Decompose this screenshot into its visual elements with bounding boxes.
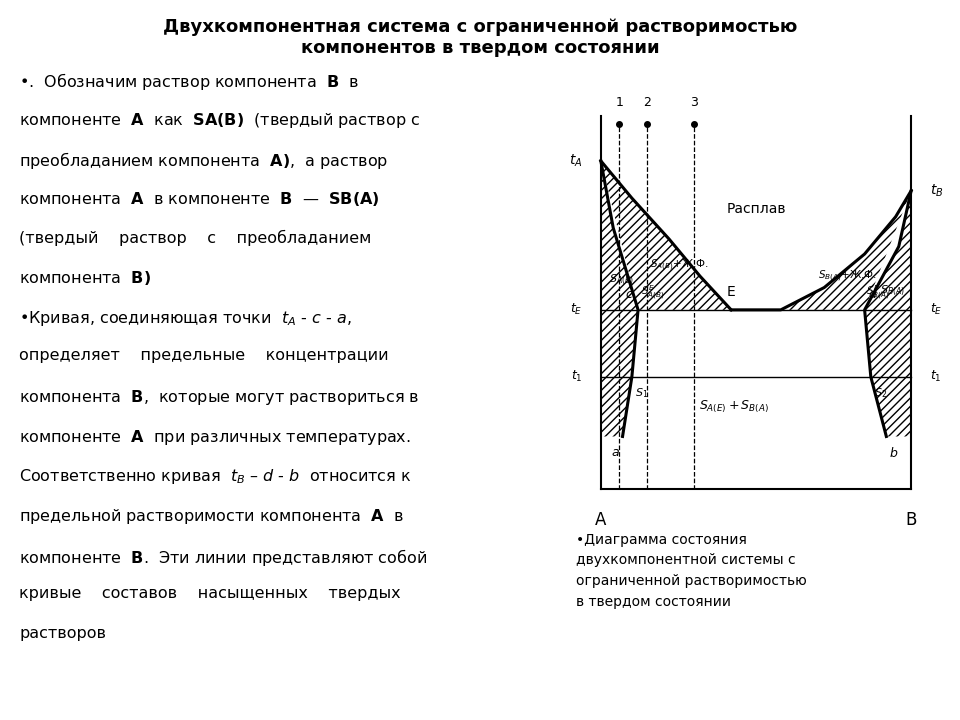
Text: A: A <box>595 511 607 529</box>
Text: Соответственно кривая  $\it{t_B}$ – $\it{d}$ - $\it{b}$  относится к: Соответственно кривая $\it{t_B}$ – $\it{… <box>19 467 412 486</box>
Text: компоненте  $\bf{A}$  при различных температурах.: компоненте $\bf{A}$ при различных темпер… <box>19 428 411 446</box>
Text: $S_{B(A)}$: $S_{B(A)}$ <box>880 284 905 298</box>
Text: $t_A$: $t_A$ <box>568 153 582 169</box>
Text: компоненте  $\bf{A}$  как  $\bf{SA(B)}$  (твердый раствор с: компоненте $\bf{A}$ как $\bf{SA(B)}$ (тв… <box>19 111 420 130</box>
Text: компоненте  $\bf{B}$.  Эти линии представляют собой: компоненте $\bf{B}$. Эти линии представл… <box>19 546 427 567</box>
Text: предельной растворимости компонента  $\bf{A}$  в: предельной растворимости компонента $\bf… <box>19 507 404 526</box>
Text: $t_1$: $t_1$ <box>570 369 582 384</box>
Text: $S_{B(A)}$+Ж.Ф.: $S_{B(A)}$+Ж.Ф. <box>818 269 876 284</box>
Text: компонента  $\bf{B)}$: компонента $\bf{B)}$ <box>19 269 151 287</box>
Text: $S_1$: $S_1$ <box>635 386 648 400</box>
Text: $c$: $c$ <box>625 287 634 300</box>
Text: $a$: $a$ <box>611 446 619 459</box>
Text: 1: 1 <box>615 96 623 109</box>
Text: 3: 3 <box>690 96 698 109</box>
Text: $t_E$: $t_E$ <box>570 302 582 318</box>
Text: $S^E_{B(A)}$: $S^E_{B(A)}$ <box>866 284 890 302</box>
Text: 2: 2 <box>643 96 651 109</box>
Text: $t_E$: $t_E$ <box>930 302 942 318</box>
Text: (твердый    раствор    с    преобладанием: (твердый раствор с преобладанием <box>19 230 372 246</box>
Text: •Диаграмма состояния
двухкомпонентной системы с
ограниченной растворимостью
в тв: •Диаграмма состояния двухкомпонентной си… <box>576 533 806 608</box>
Text: компонента  $\bf{A}$  в компоненте  $\bf{B}$  —  $\bf{SB(A)}$: компонента $\bf{A}$ в компоненте $\bf{B}… <box>19 190 380 208</box>
Text: •.  Обозначим раствор компонента  $\bf{B}$  в: •. Обозначим раствор компонента $\bf{B}$… <box>19 71 359 92</box>
Text: $S_{A(B)}$+Ж.Ф.: $S_{A(B)}$+Ж.Ф. <box>651 258 709 273</box>
Text: •Кривая, соединяющая точки  $\it{t_A}$ - $\it{c}$ - $\it{a}$,: •Кривая, соединяющая точки $\it{t_A}$ - … <box>19 309 351 328</box>
Polygon shape <box>732 191 911 310</box>
Text: растворов: растворов <box>19 626 107 641</box>
Text: $S^E_{A(B)}$: $S^E_{A(B)}$ <box>641 284 664 302</box>
Text: B: B <box>905 511 917 529</box>
Text: компонента  $\bf{B}$,  которые могут раствориться в: компонента $\bf{B}$, которые могут раств… <box>19 388 420 407</box>
Text: Расплав: Расплав <box>727 202 785 216</box>
Text: кривые    составов    насыщенных    твердых: кривые составов насыщенных твердых <box>19 586 401 601</box>
Polygon shape <box>601 161 732 310</box>
Text: $d$: $d$ <box>868 287 877 300</box>
Text: $b$: $b$ <box>890 446 899 460</box>
Text: $S_{A(B)}$: $S_{A(B)}$ <box>609 273 634 287</box>
Text: $t_B$: $t_B$ <box>930 182 944 199</box>
Text: $S_2$: $S_2$ <box>874 386 887 400</box>
Text: $t_1$: $t_1$ <box>930 369 942 384</box>
Text: Двухкомпонентная система с ограниченной растворимостью
компонентов в твердом сос: Двухкомпонентная система с ограниченной … <box>163 18 797 57</box>
Text: определяет    предельные    концентрации: определяет предельные концентрации <box>19 348 389 364</box>
Polygon shape <box>865 191 911 436</box>
Text: E: E <box>727 284 735 299</box>
Text: преобладанием компонента  $\bf{A)}$,  а раствор: преобладанием компонента $\bf{A)}$, а ра… <box>19 150 389 171</box>
Polygon shape <box>601 161 638 436</box>
Text: $S_{A(E)}+S_{B(A)}$: $S_{A(E)}+S_{B(A)}$ <box>699 398 769 415</box>
